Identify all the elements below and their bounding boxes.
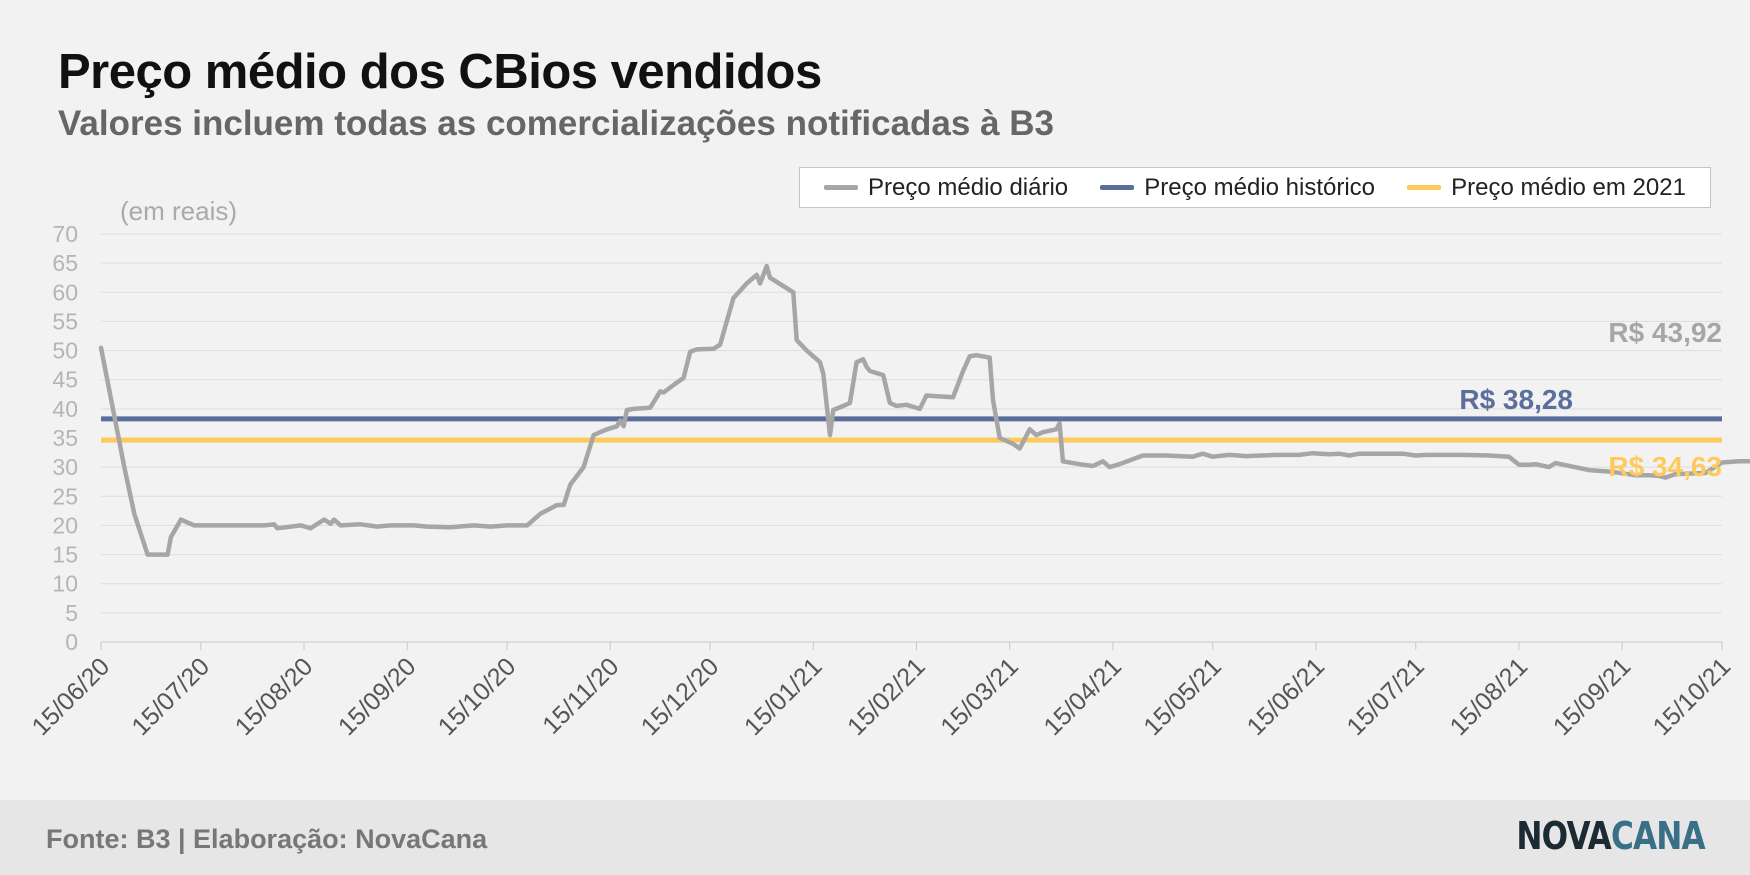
- x-tick-label: 15/07/20: [126, 652, 215, 741]
- y-tick-label: 35: [52, 425, 78, 451]
- y-tick-label: 50: [52, 338, 78, 364]
- y-tick-label: 40: [52, 396, 78, 422]
- legend: Preço médio diário Preço médio histórico…: [799, 167, 1711, 208]
- y-tick-label: 70: [52, 221, 78, 247]
- x-tick-label: 15/03/21: [935, 652, 1024, 741]
- average-2021-label: R$ 34,63: [1608, 451, 1722, 482]
- y-axis-label: (em reais): [120, 196, 237, 226]
- y-tick-label: 0: [65, 629, 78, 655]
- y-tick-label: 30: [52, 454, 78, 480]
- x-tick-label: 15/09/21: [1548, 652, 1637, 741]
- y-tick-label: 60: [52, 279, 78, 305]
- x-tick-label: 15/04/21: [1038, 652, 1127, 741]
- chart-subtitle: Valores incluem todas as comercializaçõe…: [58, 104, 1054, 143]
- x-tick-label: 15/01/21: [739, 652, 828, 741]
- legend-swatch-2021: [1407, 185, 1442, 190]
- y-tick-label: 55: [52, 308, 78, 334]
- x-tick-label: 15/08/20: [230, 652, 319, 741]
- legend-item-historic: Preço médio histórico: [1100, 174, 1375, 202]
- x-tick-label: 15/11/20: [537, 652, 624, 739]
- y-tick-label: 15: [52, 542, 78, 568]
- x-axis-ticks: 15/06/20 15/07/20 15/08/20 15/09/20 15/10/20…: [27, 641, 1737, 741]
- y-axis-ticks: 0 5 10 15 20 25 30 35 40 45 50 55 60 65 70: [52, 221, 78, 655]
- y-tick-label: 65: [52, 250, 78, 276]
- y-tick-label: 5: [65, 600, 78, 626]
- x-tick-label: 15/10/21: [1648, 652, 1737, 741]
- legend-label-historic: Preço médio histórico: [1144, 173, 1376, 201]
- chart-title: Preço médio dos CBios vendidos: [58, 45, 822, 99]
- legend-label-2021: Preço médio em 2021: [1451, 173, 1686, 201]
- y-tick-label: 20: [52, 512, 78, 538]
- legend-label-daily: Preço médio diário: [868, 173, 1069, 201]
- y-tick-label: 25: [52, 483, 78, 509]
- logo-part-nova: NOVA: [1516, 814, 1612, 858]
- x-tick-label: 15/08/21: [1445, 652, 1534, 741]
- novacana-logo: NOVACANA: [1516, 814, 1706, 858]
- y-tick-label: 10: [52, 571, 78, 597]
- y-tick-label: 45: [52, 367, 78, 393]
- x-tick-label: 15/09/20: [333, 652, 422, 741]
- daily-last-value-label: R$ 43,92: [1608, 317, 1722, 348]
- daily-price-line: [98, 263, 1750, 557]
- logo-part-cana: CANA: [1611, 814, 1706, 858]
- x-tick-label: 15/07/21: [1341, 652, 1430, 741]
- legend-item-2021: Preço médio em 2021: [1407, 174, 1686, 202]
- x-tick-label: 15/05/21: [1138, 652, 1227, 741]
- x-tick-label: 15/10/20: [433, 652, 522, 741]
- x-tick-label: 15/06/21: [1242, 652, 1331, 741]
- legend-swatch-historic: [1100, 185, 1135, 190]
- footer: Fonte: B3 | Elaboração: NovaCana NOVACAN…: [0, 800, 1750, 875]
- legend-item-daily: Preço médio diário: [824, 174, 1068, 202]
- x-tick-label: 15/06/20: [27, 652, 116, 741]
- source-credit: Fonte: B3 | Elaboração: NovaCana: [46, 824, 488, 854]
- legend-swatch-daily: [824, 185, 859, 190]
- x-tick-label: 15/02/21: [842, 652, 931, 741]
- x-tick-label: 15/12/20: [636, 652, 725, 741]
- historic-average-label: R$ 38,28: [1459, 384, 1573, 415]
